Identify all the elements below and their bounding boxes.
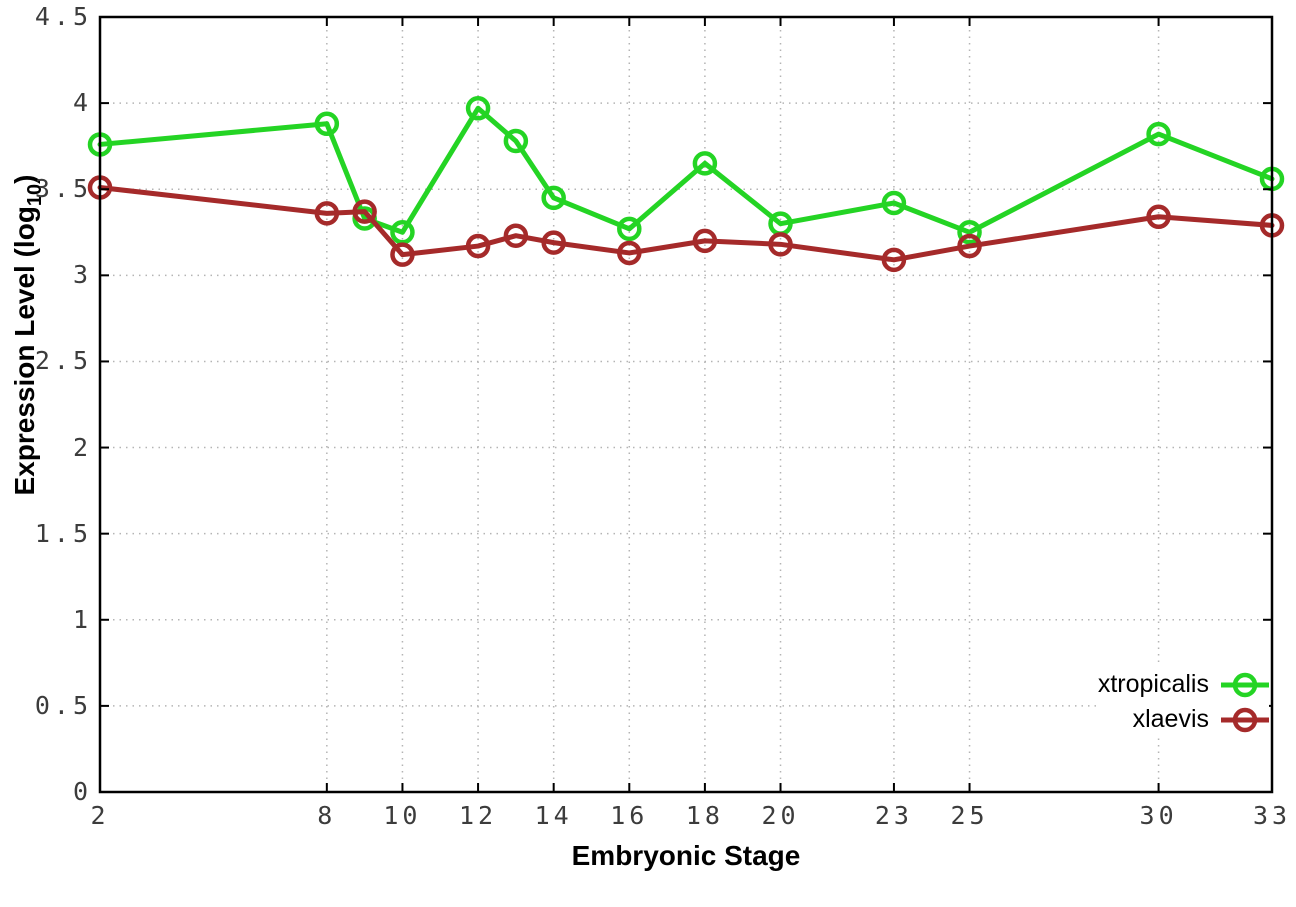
legend: xtropicalis xlaevis	[1097, 667, 1269, 737]
x-tick-label-18: 18	[685, 801, 724, 830]
x-tick-label-14: 14	[534, 801, 573, 830]
x-tick-label-33: 33	[1252, 801, 1292, 830]
y-tick-label-0.5: 0.5	[34, 690, 92, 720]
x-tick-label-2: 2	[90, 801, 110, 830]
x-tick-label-16: 16	[610, 801, 649, 830]
x-tick-label-30: 30	[1139, 801, 1178, 830]
x-tick-label-23: 23	[874, 801, 913, 830]
plot-area: xtropicalis xlaevis	[87, 15, 1285, 794]
x-tick-label-20: 20	[761, 801, 800, 830]
legend-marker-xlaevis	[1221, 707, 1269, 732]
y-tick-label-1: 1	[72, 604, 92, 634]
y-tick-label-2: 2	[72, 432, 92, 462]
y-tick-label-1.5: 1.5	[34, 518, 92, 548]
y-tick-label-3: 3	[72, 260, 92, 290]
x-axis-title: Embryonic Stage	[571, 840, 801, 871]
legend-marker-xtropicalis	[1221, 672, 1269, 697]
y-tick-label-2.5: 2.5	[34, 346, 92, 376]
y-tick-label-4: 4	[72, 88, 92, 118]
y-tick-label-4.5: 4.5	[34, 2, 92, 31]
legend-row-xlaevis: xlaevis	[1133, 702, 1269, 737]
x-tick-label-10: 10	[383, 801, 422, 830]
x-tick-label-12: 12	[459, 801, 498, 830]
plot-svg	[87, 15, 1285, 794]
legend-label-xlaevis: xlaevis	[1132, 705, 1209, 733]
legend-row-xtropicalis: xtropicalis	[1098, 667, 1269, 702]
y-tick-label-0: 0	[72, 777, 92, 806]
x-tick-label-25: 25	[950, 801, 989, 830]
y-tick-label-3.5: 3.5	[34, 174, 92, 204]
x-tick-label-8: 8	[317, 801, 337, 830]
legend-label-xtropicalis: xtropicalis	[1097, 670, 1209, 698]
